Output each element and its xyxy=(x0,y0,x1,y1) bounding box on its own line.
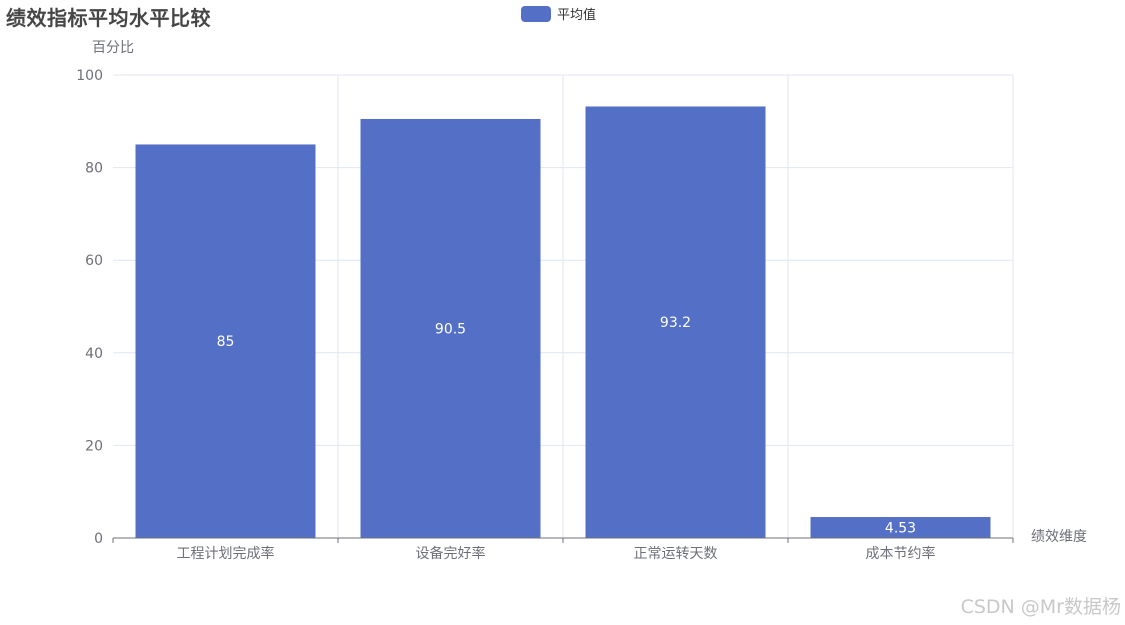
bar-layer xyxy=(135,106,991,539)
label-layer: 85 90.5 93.2 4.53 xyxy=(217,315,917,536)
x-tick-label: 设备完好率 xyxy=(416,545,486,562)
legend-label: 平均值 xyxy=(557,8,597,23)
y-tick-label: 80 xyxy=(85,161,103,177)
legend-swatch xyxy=(521,5,551,22)
y-tick-label: 40 xyxy=(85,346,103,362)
x-tick-label: 正常运转天数 xyxy=(634,546,718,562)
y-tick-label: 0 xyxy=(94,531,103,547)
watermark: CSDN @Mr数据杨 xyxy=(960,596,1121,618)
bar-value-label: 90.5 xyxy=(435,321,466,337)
y-tick-label: 60 xyxy=(85,253,103,269)
y-tick-label: 20 xyxy=(85,438,103,454)
bar-value-label: 85 xyxy=(217,334,235,350)
bar[interactable] xyxy=(360,118,541,539)
bar[interactable] xyxy=(135,144,316,538)
legend[interactable]: 平均值 xyxy=(521,4,596,23)
x-axis-title: 绩效维度 xyxy=(1031,529,1087,545)
chart-title: 绩效指标平均水平比较 xyxy=(6,6,211,30)
bar-value-label: 4.53 xyxy=(885,521,916,537)
y-axis-title: 百分比 xyxy=(92,40,134,56)
bar-value-label: 93.2 xyxy=(660,315,691,331)
x-tick-label: 成本节约率 xyxy=(866,545,936,562)
bar[interactable] xyxy=(585,106,766,538)
y-tick-label: 100 xyxy=(76,68,103,84)
axis-layer: 0 20 40 60 80 100 工程计划完成率 设备完好率 正常运转天数 成本节约率 xyxy=(76,68,1014,562)
bar[interactable] xyxy=(810,517,991,538)
x-tick-label: 工程计划完成率 xyxy=(177,545,275,562)
